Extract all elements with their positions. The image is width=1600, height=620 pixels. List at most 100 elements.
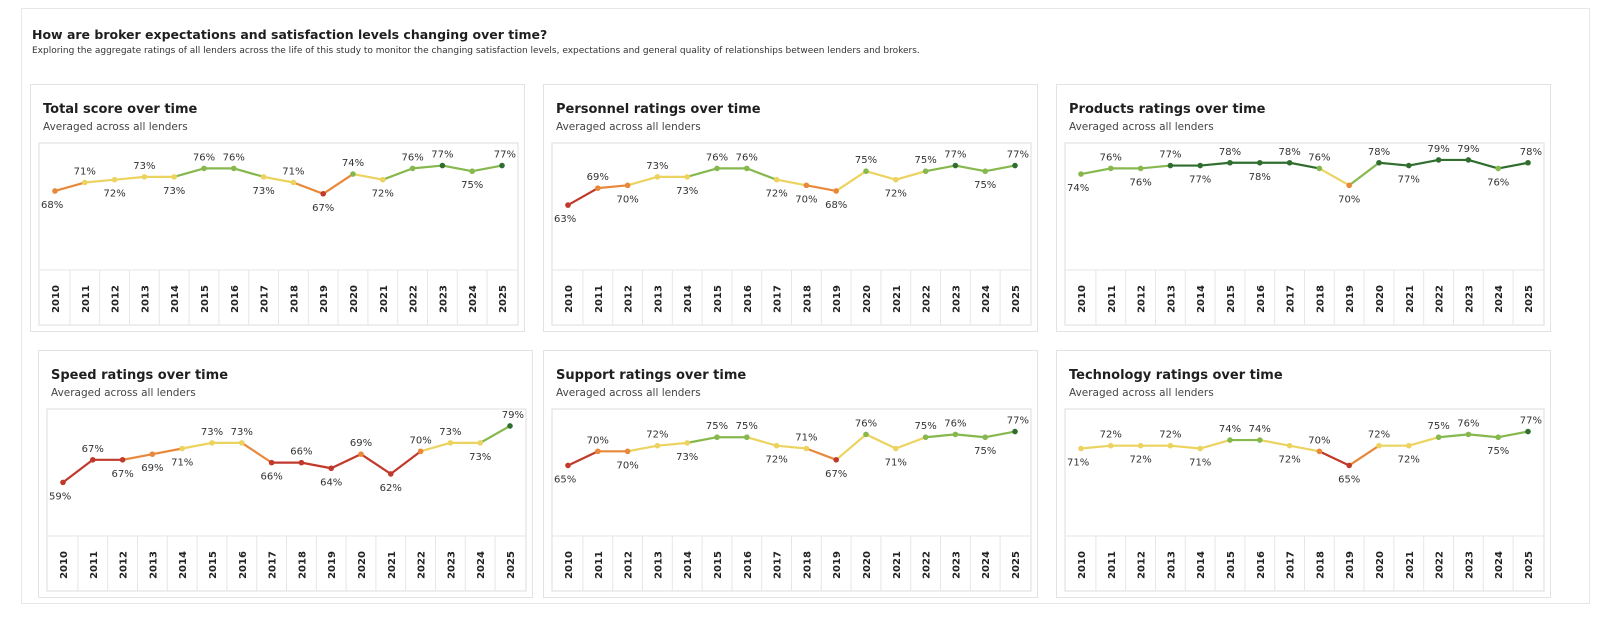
data-point[interactable] [684, 174, 690, 180]
data-point[interactable] [803, 445, 810, 452]
data-point[interactable] [893, 176, 899, 183]
data-point[interactable] [922, 168, 929, 175]
data-point[interactable] [1346, 462, 1352, 469]
data-point[interactable] [982, 434, 988, 441]
data-point[interactable] [863, 431, 869, 438]
data-point[interactable] [595, 448, 601, 455]
data-point[interactable] [744, 434, 750, 441]
data-point[interactable] [1108, 442, 1114, 449]
data-point[interactable] [773, 442, 780, 449]
data-point[interactable] [380, 176, 386, 183]
data-point[interactable] [684, 440, 690, 446]
data-point[interactable] [1286, 159, 1293, 166]
data-point[interactable] [149, 451, 156, 457]
data-point[interactable] [1525, 428, 1531, 435]
data-point[interactable] [82, 179, 88, 186]
data-point[interactable] [833, 188, 839, 194]
data-point[interactable] [624, 182, 631, 189]
data-point[interactable] [388, 471, 394, 477]
data-point[interactable] [624, 448, 631, 455]
data-point[interactable] [1137, 442, 1144, 449]
data-point[interactable] [447, 440, 454, 446]
data-point[interactable] [417, 448, 424, 455]
data-point[interactable] [714, 434, 720, 441]
data-point[interactable] [952, 162, 959, 169]
data-point[interactable] [1227, 159, 1233, 166]
data-point[interactable] [290, 179, 297, 186]
data-point[interactable] [409, 165, 416, 172]
data-point[interactable] [654, 174, 661, 180]
data-point[interactable] [863, 168, 869, 175]
data-point[interactable] [1346, 182, 1352, 189]
data-point[interactable] [1078, 171, 1084, 177]
data-point[interactable] [1376, 442, 1382, 449]
data-label: 74% [1067, 183, 1089, 194]
data-point[interactable] [1406, 162, 1412, 169]
data-point[interactable] [565, 202, 571, 208]
data-point[interactable] [239, 440, 245, 446]
data-point[interactable] [1137, 165, 1144, 172]
data-point[interactable] [141, 174, 148, 180]
data-point[interactable] [1227, 437, 1233, 443]
data-point[interactable] [499, 162, 505, 169]
data-point[interactable] [1495, 434, 1501, 441]
data-point[interactable] [773, 176, 780, 183]
data-point[interactable] [803, 182, 810, 189]
data-point[interactable] [833, 457, 839, 463]
data-point[interactable] [1257, 437, 1263, 443]
data-point[interactable] [350, 171, 356, 177]
data-point[interactable] [1108, 165, 1114, 172]
data-point[interactable] [90, 457, 96, 463]
data-point[interactable] [1078, 445, 1084, 452]
data-point[interactable] [1406, 442, 1412, 449]
data-point[interactable] [1316, 165, 1323, 172]
data-point[interactable] [1316, 448, 1323, 455]
data-point[interactable] [507, 423, 513, 429]
data-point[interactable] [298, 459, 305, 466]
data-point[interactable] [1525, 159, 1531, 166]
data-point[interactable] [1465, 157, 1472, 163]
data-point[interactable] [477, 440, 484, 446]
series-line-segment [1407, 436, 1440, 447]
data-point[interactable] [982, 168, 988, 175]
data-point[interactable] [1286, 442, 1293, 449]
data-point[interactable] [260, 174, 267, 180]
x-tick-label: 2015 [713, 285, 724, 313]
data-point[interactable] [922, 434, 929, 441]
data-point[interactable] [171, 174, 177, 180]
data-point[interactable] [565, 462, 571, 469]
data-point[interactable] [1376, 159, 1382, 166]
data-point[interactable] [358, 451, 364, 457]
data-point[interactable] [1167, 442, 1174, 449]
data-point[interactable] [1257, 159, 1263, 166]
data-point[interactable] [714, 165, 720, 172]
data-point[interactable] [1167, 162, 1174, 169]
data-point[interactable] [328, 465, 335, 472]
data-point[interactable] [60, 479, 66, 486]
data-point[interactable] [1197, 445, 1203, 452]
data-point[interactable] [469, 168, 476, 175]
data-point[interactable] [595, 185, 601, 191]
data-point[interactable] [119, 457, 126, 463]
data-point[interactable] [439, 162, 446, 169]
data-point[interactable] [179, 445, 185, 452]
data-point[interactable] [744, 165, 750, 172]
data-point[interactable] [1495, 165, 1501, 172]
data-point[interactable] [52, 188, 58, 194]
data-point[interactable] [1012, 162, 1018, 169]
data-point[interactable] [320, 191, 327, 197]
data-label: 76% [1308, 152, 1330, 163]
data-point[interactable] [1465, 431, 1472, 438]
data-point[interactable] [1435, 434, 1442, 441]
data-point[interactable] [1435, 157, 1442, 163]
data-point[interactable] [231, 165, 237, 172]
data-point[interactable] [1197, 162, 1203, 169]
data-point[interactable] [654, 442, 661, 449]
data-point[interactable] [268, 459, 275, 466]
data-point[interactable] [893, 445, 899, 452]
data-point[interactable] [111, 176, 118, 183]
data-point[interactable] [201, 165, 207, 172]
data-point[interactable] [209, 440, 215, 446]
data-point[interactable] [952, 431, 959, 438]
data-point[interactable] [1012, 428, 1018, 435]
